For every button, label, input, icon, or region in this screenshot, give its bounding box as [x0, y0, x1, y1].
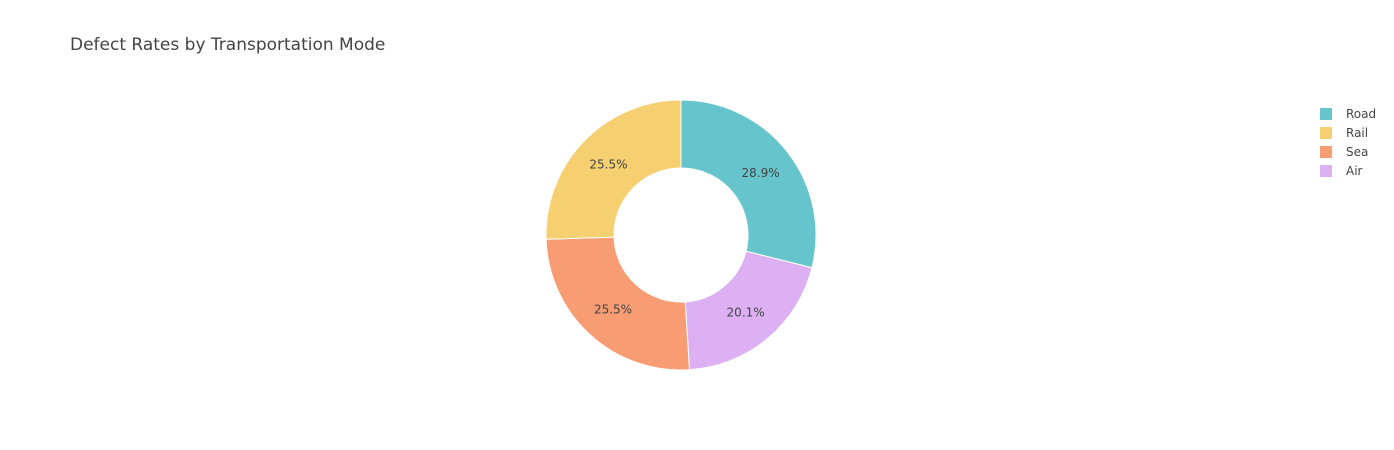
legend-label-rail: Rail [1346, 126, 1368, 140]
slice-label-rail: 25.5% [589, 158, 627, 172]
legend-label-road: Road [1346, 107, 1376, 121]
slice-label-road: 28.9% [742, 166, 780, 180]
slice-air[interactable] [684, 250, 813, 371]
slice-rail[interactable] [545, 99, 682, 240]
slice-sea[interactable] [545, 236, 691, 371]
slice-label-air: 20.1% [727, 306, 765, 320]
slices-group [545, 99, 817, 371]
legend-swatch-sea [1320, 146, 1332, 158]
legend-label-sea: Sea [1346, 145, 1368, 159]
slice-road[interactable] [680, 99, 817, 269]
legend-label-air: Air [1346, 164, 1363, 178]
legend-swatch-air [1320, 165, 1332, 177]
legend-swatch-road [1320, 108, 1332, 120]
legend-item-road[interactable]: Road [1320, 107, 1376, 121]
legend: Road Rail Sea Air [1320, 107, 1376, 178]
legend-swatch-rail [1320, 127, 1332, 139]
slice-labels-group: 28.9% 20.1% 25.5% 25.5% [589, 158, 779, 320]
chart-title: Defect Rates by Transportation Mode [70, 35, 385, 55]
slice-label-sea: 25.5% [594, 303, 632, 317]
legend-item-sea[interactable]: Sea [1320, 145, 1368, 159]
legend-item-air[interactable]: Air [1320, 164, 1363, 178]
legend-item-rail[interactable]: Rail [1320, 126, 1368, 140]
